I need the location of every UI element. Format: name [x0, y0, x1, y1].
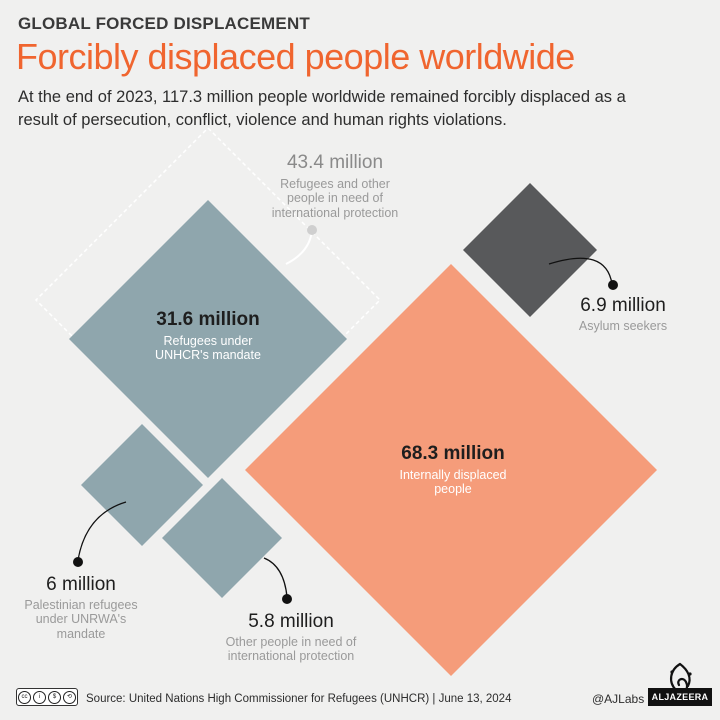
refugees-total-connector [285, 229, 313, 265]
asylum-dot [608, 280, 618, 290]
palestinian-dot [73, 557, 83, 567]
source-text: Source: United Nations High Commissioner… [86, 693, 512, 705]
idp-label: 68.3 million Internally displaced people [368, 443, 538, 497]
footer: cc i $ ⟲ Source: United Nations High Com… [0, 684, 720, 714]
unhcr-desc: Refugees under UNHCR's mandate [155, 333, 261, 363]
asylum-label: 6.9 million Asylum seekers [548, 295, 698, 333]
other-dot [282, 594, 292, 604]
refugees-total-value: 43.4 million [286, 152, 384, 173]
palestinian-value: 6 million [46, 574, 116, 595]
palestinian-diamond [81, 424, 203, 546]
sa-icon: ⟲ [63, 690, 76, 704]
ajlabs-handle: @AJLabs [592, 692, 645, 706]
unhcr-value: 31.6 million [156, 309, 260, 330]
other-connector [263, 557, 288, 598]
palestinian-connector [77, 501, 127, 561]
palestinian-label: 6 million Palestinian refugees under UNR… [6, 574, 156, 641]
asylum-value: 6.9 million [580, 295, 666, 316]
idp-desc: Internally displaced people [399, 467, 507, 497]
by-icon: i [33, 690, 46, 704]
other-label: 5.8 million Other people in need of inte… [206, 611, 376, 664]
cc-icon: cc [18, 690, 31, 704]
refugees-total-label: 43.4 million Refugees and other people i… [240, 152, 430, 220]
palestinian-desc: Palestinian refugees under UNRWA's manda… [24, 597, 138, 641]
asylum-desc: Asylum seekers [578, 318, 668, 333]
idp-diamond [245, 264, 657, 676]
page-title: Forcibly displaced people worldwide [16, 36, 575, 77]
asylum-connector [548, 257, 613, 285]
aljazeera-logo: ALJAZEERA [648, 688, 712, 706]
refugees-total-desc: Refugees and other people in need of int… [271, 176, 399, 220]
other-value: 5.8 million [248, 611, 334, 632]
unhcr-diamond [69, 200, 347, 478]
other-desc: Other people in need of international pr… [225, 634, 357, 664]
refugees-total-dot [307, 225, 317, 235]
asylum-diamond [463, 183, 597, 317]
nc-icon: $ [48, 690, 61, 704]
license-badge: cc i $ ⟲ [16, 688, 78, 706]
idp-value: 68.3 million [401, 443, 505, 464]
kicker: GLOBAL FORCED DISPLACEMENT [18, 14, 311, 33]
page-subtitle: At the end of 2023, 117.3 million people… [18, 88, 626, 129]
other-diamond [162, 478, 282, 598]
unhcr-label: 31.6 million Refugees under UNHCR's mand… [118, 309, 298, 363]
